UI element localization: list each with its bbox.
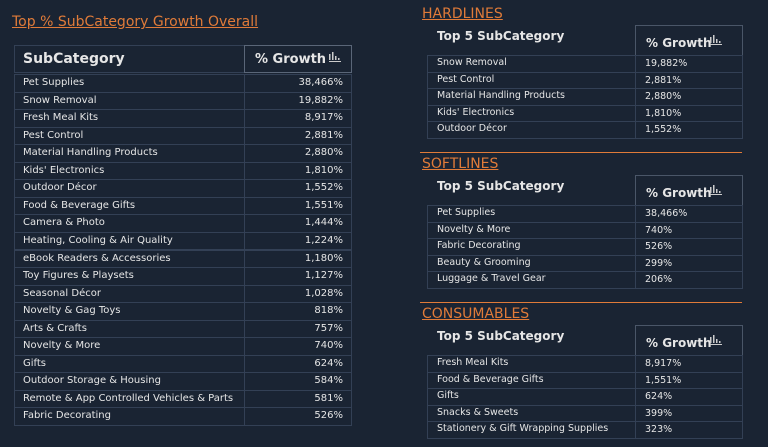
table-cell: Fresh Meal Kits [14,109,245,128]
table-cell: Novelty & More [14,337,245,356]
table-cell: Food & Beverage Gifts [14,196,245,216]
table-cell: Fabric Decorating [14,407,245,426]
sort-icon[interactable] [710,185,722,195]
table-header: % Growth [635,25,743,56]
table-cell: 818% [244,302,352,321]
table-cell: 19,882% [635,55,743,73]
table-cell: 584% [244,372,352,391]
table-cell: 1,444% [244,214,352,233]
sort-icon[interactable] [710,35,722,45]
table-cell: 1,551% [244,196,352,216]
table-cell: 8,917% [244,109,352,128]
table-cell: 399% [635,404,743,423]
table-cell: Food & Beverage Gifts [427,371,636,390]
table-cell: Luggage & Travel Gear [427,271,636,289]
table-header: % Growth [244,45,352,73]
table-cell: Pet Supplies [427,205,636,223]
table-cell: Fresh Meal Kits [427,355,636,373]
table-cell: 1,551% [635,371,743,390]
section-title: SOFTLINES [422,156,499,172]
table-cell: Snow Removal [427,55,636,73]
table-cell: Seasonal Décor [14,284,245,304]
table-cell: 1,224% [244,231,352,251]
table-cell: eBook Readers & Accessories [14,249,245,269]
divider [420,152,742,153]
table-cell: 624% [635,388,743,406]
table-cell: 2,880% [635,88,743,106]
table-cell: Beauty & Grooming [427,254,636,273]
table-cell: 38,466% [635,205,743,223]
table-cell: 2,881% [244,126,352,146]
table-cell: 19,882% [244,91,352,111]
table-cell: 740% [244,337,352,356]
table-cell: Kids' Electronics [14,161,245,181]
table-cell: Novelty & More [427,221,636,240]
table-cell: 740% [635,221,743,240]
table-cell: Material Handling Products [427,88,636,106]
table-header: Top 5 SubCategory [437,179,565,193]
sort-icon[interactable] [710,335,722,345]
table-cell: Remote & App Controlled Vehicles & Parts [14,389,245,409]
table-cell: Outdoor Décor [14,179,245,198]
table-cell: 1,552% [635,121,743,139]
table-header: % Growth [635,325,743,356]
table-title: Top % SubCategory Growth Overall [12,14,259,30]
table-cell: 299% [635,254,743,273]
table-cell: Snow Removal [14,91,245,111]
divider [420,302,742,303]
table-cell: 1,810% [635,104,743,123]
table-cell: 757% [244,319,352,339]
table-header: SubCategory [14,45,245,73]
table-header: Top 5 SubCategory [437,29,565,43]
table-cell: Stationery & Gift Wrapping Supplies [427,421,636,439]
table-cell: 2,880% [244,144,352,163]
table-cell: 206% [635,271,743,289]
table-cell: Pet Supplies [14,74,245,93]
table-cell: Arts & Crafts [14,319,245,339]
sort-icon[interactable] [329,52,341,62]
table-cell: Outdoor Décor [427,121,636,139]
table-cell: 624% [244,354,352,374]
table-header: Top 5 SubCategory [437,329,565,343]
table-cell: Novelty & Gag Toys [14,302,245,321]
table-cell: 323% [635,421,743,439]
table-cell: Gifts [14,354,245,374]
section-title: HARDLINES [422,6,503,22]
table-cell: Fabric Decorating [427,238,636,256]
table-cell: Material Handling Products [14,144,245,163]
table-cell: 8,917% [635,355,743,373]
table-cell: Snacks & Sweets [427,404,636,423]
section-title: CONSUMABLES [422,306,530,322]
table-cell: Pest Control [427,71,636,90]
table-cell: Toy Figures & Playsets [14,267,245,286]
table-cell: 1,028% [244,284,352,304]
table-cell: 581% [244,389,352,409]
table-cell: Pest Control [14,126,245,146]
table-cell: 2,881% [635,71,743,90]
table-cell: Outdoor Storage & Housing [14,372,245,391]
table-cell: 526% [635,238,743,256]
table-cell: 1,552% [244,179,352,198]
table-cell: 1,810% [244,161,352,181]
table-cell: 1,180% [244,249,352,269]
table-header: % Growth [635,175,743,206]
table-cell: 1,127% [244,267,352,286]
table-cell: 526% [244,407,352,426]
table-cell: Heating, Cooling & Air Quality [14,231,245,251]
table-cell: Gifts [427,388,636,406]
table-cell: Camera & Photo [14,214,245,233]
table-cell: 38,466% [244,74,352,93]
table-cell: Kids' Electronics [427,104,636,123]
